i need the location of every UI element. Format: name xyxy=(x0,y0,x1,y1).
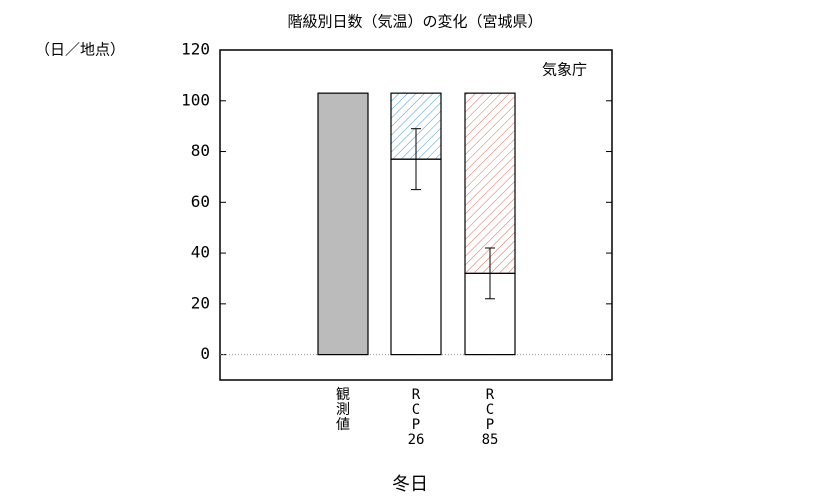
y-tick-label: 120 xyxy=(181,40,210,59)
bar xyxy=(317,92,369,356)
x-axis-label: 冬日 xyxy=(392,474,428,495)
chart-title: 階級別日数（気温）の変化（宮城県） xyxy=(287,13,542,31)
x-tick-label: R C P 26 xyxy=(407,387,425,448)
plot-frame xyxy=(219,49,613,381)
x-tick-label: 観 測 値 xyxy=(336,387,350,433)
y-tick-label: 60 xyxy=(191,192,210,211)
y-tick-label: 40 xyxy=(191,243,210,262)
change-bar xyxy=(464,92,516,274)
y-tick-label: 80 xyxy=(191,141,210,160)
x-tick-label: R C P 85 xyxy=(481,387,499,448)
y-unit: （日／地点） xyxy=(35,41,125,59)
y-tick-label: 100 xyxy=(181,90,210,109)
y-tick-label: 0 xyxy=(200,344,210,363)
source-note: 気象庁 xyxy=(542,61,587,79)
y-tick-label: 20 xyxy=(191,293,210,312)
